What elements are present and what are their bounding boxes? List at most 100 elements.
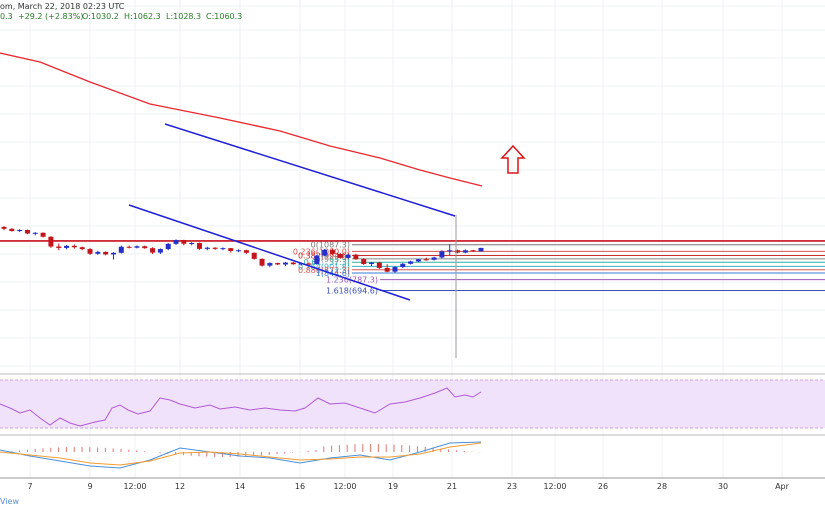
candle-body: [110, 252, 116, 255]
time-axis-tick-label: 12:00: [543, 482, 566, 491]
fib-level-label: 0.236(1030.0): [293, 247, 350, 256]
time-axis-tick-label: 14: [235, 482, 245, 491]
fib-level-label: 0.61 37.3): [304, 258, 350, 267]
candle-body: [196, 243, 202, 249]
time-axis-tick-label: 12:00: [123, 482, 146, 491]
candle-body: [329, 249, 335, 254]
candle-body: [118, 246, 124, 253]
candle-body: [64, 245, 70, 248]
candle-body: [173, 240, 179, 244]
candle-body: [314, 255, 320, 264]
candle-body: [369, 262, 375, 264]
rsi-panel[interactable]: [0, 380, 825, 428]
footer-view-link[interactable]: View: [0, 497, 19, 506]
candle-body: [322, 249, 328, 256]
candle-body: [400, 263, 406, 268]
candle-body: [17, 230, 23, 232]
candle-body: [470, 250, 476, 252]
time-axis-tick-label: 28: [657, 482, 667, 491]
candle-body: [220, 248, 226, 250]
last-price: 0.3: [0, 12, 13, 21]
fib-level-label: 5(965.9): [316, 255, 350, 264]
candle-body: [447, 250, 453, 252]
candle-body: [87, 249, 93, 254]
candle-body: [439, 251, 445, 258]
candle-body: [298, 263, 304, 265]
time-axis-tick-label: 7: [27, 482, 32, 491]
candle-body: [32, 232, 38, 234]
up-arrow-icon: [500, 144, 526, 174]
channel-upper-line[interactable]: [164, 123, 456, 217]
candle-body: [361, 259, 367, 264]
candle-body: [95, 251, 101, 254]
candle-body: [71, 245, 77, 248]
candle-body: [1, 226, 7, 229]
candle-body: [275, 263, 281, 265]
fib-level-label: 1.618(694.6): [326, 286, 378, 295]
candle-body: [228, 248, 234, 251]
candle-body: [9, 228, 15, 232]
fib-level-label: 0.764(901.8): [298, 262, 350, 271]
open-value: O:1030.2: [82, 12, 119, 21]
candle-body: [236, 250, 242, 252]
candle-body: [165, 243, 171, 250]
candle-body: [337, 253, 343, 258]
time-axis-tick-label: 12:00: [333, 482, 356, 491]
candle-body: [478, 247, 484, 252]
candle-body: [290, 262, 296, 265]
candle-body: [150, 248, 156, 253]
time-axis-tick-label: 23: [507, 482, 517, 491]
low-value: L:1028.3: [166, 12, 201, 21]
time-axis: 7 9 12:00 12 14 16 12:00 19 21 23 12:00 26 28 30 Apr: [27, 482, 789, 491]
candle-body: [392, 267, 398, 272]
candle-body: [204, 247, 210, 249]
candle-body: [345, 254, 351, 258]
candle-body: [415, 259, 421, 262]
time-axis-tick-label: 19: [388, 482, 398, 491]
candle-body: [306, 263, 312, 265]
candle-body: [157, 249, 163, 253]
candle-body: [455, 250, 461, 253]
candle-body: [384, 267, 390, 272]
rsi-line: [0, 387, 482, 427]
candle-body: [267, 263, 273, 266]
candle-body: [408, 261, 414, 264]
candle-body: [431, 257, 437, 260]
candle-body: [212, 247, 218, 249]
candle-body: [243, 250, 249, 253]
time-axis-tick-label: 21: [447, 482, 457, 491]
candle-body: [79, 247, 85, 250]
candle-body: [423, 259, 429, 261]
candle-body: [103, 251, 109, 255]
channel-lower-line[interactable]: [128, 204, 411, 301]
candle-body: [48, 236, 54, 247]
candlesticks: [1, 226, 484, 273]
fib-level-label: 0.382(994.6): [298, 252, 350, 261]
ema-line: [0, 52, 483, 187]
time-axis-tick-label: 9: [87, 482, 92, 491]
candle-body: [56, 246, 62, 248]
macd-signal-line: [0, 442, 482, 466]
candle-body: [181, 240, 187, 244]
candle-body: [24, 230, 30, 234]
time-axis-tick-label: 26: [598, 482, 608, 491]
time-axis-tick-label: 12: [175, 482, 185, 491]
price-change: +29.2 (+2.83%): [18, 12, 83, 21]
time-axis-tick-label: 30: [718, 482, 728, 491]
candle-body: [40, 232, 46, 237]
candle-body: [126, 246, 132, 248]
time-axis-tick-label: 16: [295, 482, 305, 491]
candle-body: [251, 252, 257, 259]
candle-body: [353, 254, 359, 260]
candle-body: [134, 246, 140, 248]
candle-body: [376, 262, 382, 268]
candle-body: [189, 243, 195, 245]
candle-body: [283, 262, 289, 265]
candle-body: [259, 258, 265, 266]
high-value: H:1062.3: [124, 12, 161, 21]
fib-level-label: 0(1087.3): [311, 241, 350, 250]
macd-line: [0, 441, 482, 469]
close-value: C:1060.3: [206, 12, 242, 21]
candle-body: [462, 250, 468, 253]
